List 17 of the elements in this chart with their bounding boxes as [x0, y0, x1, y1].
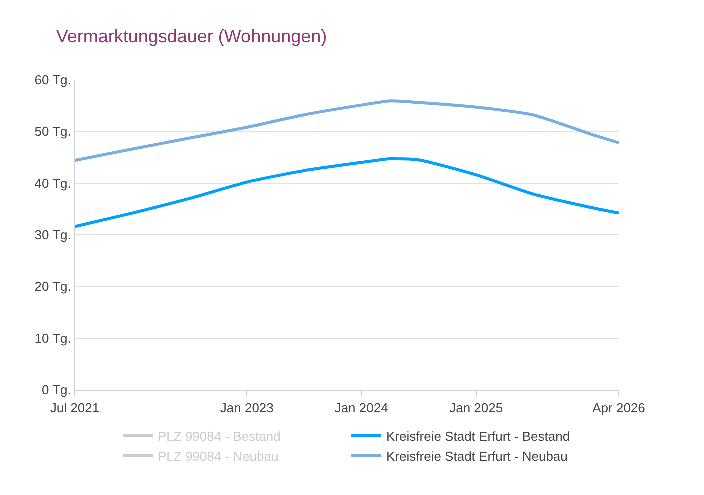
y-tick-label: 20 Tg. — [34, 279, 72, 294]
x-tick-label: Jan 2024 — [334, 400, 388, 416]
x-tick-label: Jul 2021 — [50, 400, 100, 416]
line-series — [75, 100, 619, 162]
x-tick-label: Jan 2025 — [450, 400, 504, 416]
chart-title: Vermarktungsdauer (Wohnungen) — [56, 26, 328, 46]
y-tick-label: 50 Tg. — [34, 124, 72, 140]
x-tick-label: Apr 2026 — [592, 400, 646, 416]
legend-label: Kreisfreie Stadt Erfurt - Bestand — [386, 429, 570, 444]
legend-label: Kreisfreie Stadt Erfurt - Neubau — [386, 448, 568, 464]
x-tick-label: Jan 2023 — [220, 400, 274, 416]
y-tick-label: 30 Tg. — [34, 228, 72, 243]
y-tick-label: 40 Tg. — [34, 176, 72, 191]
y-tick-label: 60 Tg. — [34, 72, 72, 88]
y-tick-label: 0 Tg. — [42, 382, 72, 398]
line-series — [75, 157, 619, 228]
y-tick-label: 10 Tg. — [34, 330, 72, 346]
